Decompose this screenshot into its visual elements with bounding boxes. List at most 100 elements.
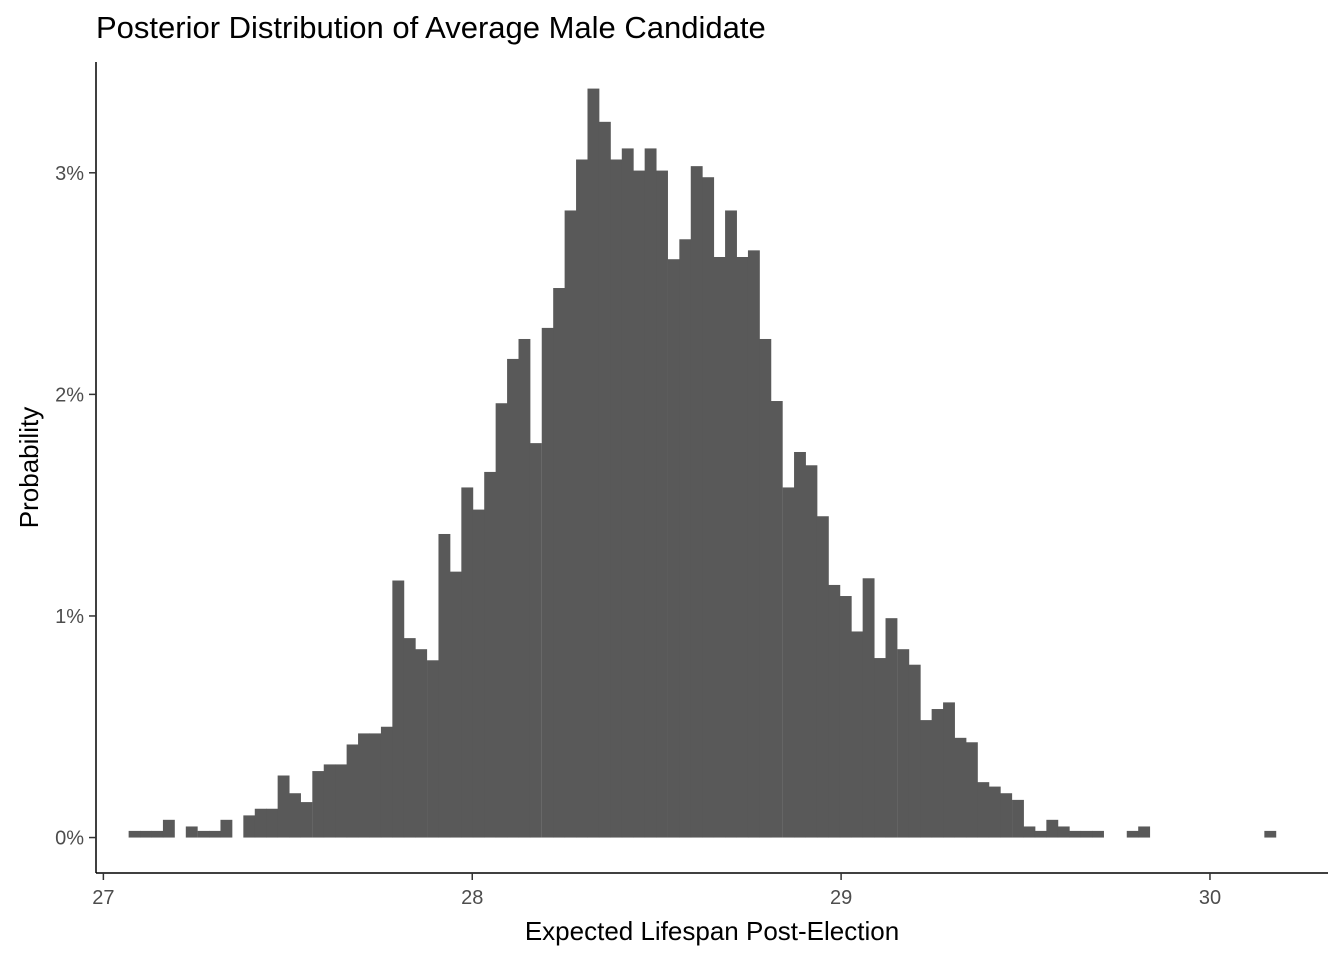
y-tick-label: 0%: [55, 828, 84, 850]
histogram-bar: [576, 159, 588, 838]
histogram-bar: [266, 808, 279, 838]
histogram-bar: [369, 733, 382, 838]
histogram-bar: [954, 737, 967, 838]
y-ticks: 0% 1% 2% 3%: [55, 163, 96, 850]
histogram-bar: [1080, 830, 1093, 838]
histogram-bar: [587, 88, 600, 838]
histogram-bar: [392, 580, 405, 838]
histogram-bar: [427, 660, 439, 838]
histogram-bar: [747, 250, 760, 838]
histogram-bar: [1046, 819, 1059, 838]
histogram-bar: [1092, 830, 1104, 838]
histogram-bar: [805, 465, 818, 838]
histogram-bar: [553, 288, 566, 838]
chart-title: Posterior Distribution of Average Male C…: [96, 10, 766, 45]
histogram-bar: [610, 159, 623, 838]
histogram-bar: [1034, 830, 1047, 838]
histogram-bar: [461, 487, 474, 838]
histogram-bar: [484, 471, 497, 838]
histogram-bar: [472, 509, 485, 838]
histogram-bar: [162, 819, 175, 838]
histogram-bar: [690, 166, 703, 838]
histogram-bar: [209, 830, 221, 838]
histogram-bar: [725, 210, 737, 838]
histogram-bar: [736, 256, 749, 838]
histogram-bar: [1138, 826, 1151, 838]
histogram-bar: [943, 702, 955, 838]
histogram-bar: [254, 808, 267, 838]
histogram-bar: [541, 327, 554, 838]
histogram-bar: [885, 618, 898, 838]
histogram-bar: [128, 830, 141, 838]
histogram-bar: [289, 793, 301, 838]
histogram-bar: [495, 403, 508, 838]
histogram-bar: [197, 830, 210, 838]
histogram-bar: [438, 533, 451, 838]
histogram-bar: [140, 830, 152, 838]
histogram-bar: [300, 802, 313, 838]
histogram-bar: [667, 259, 680, 838]
histogram-bar: [931, 709, 944, 838]
x-tick-label: 30: [1199, 887, 1221, 909]
histogram-bar: [564, 210, 577, 838]
histogram-bar: [828, 584, 841, 838]
histogram-bar: [518, 338, 531, 838]
histogram-bar: [449, 571, 462, 838]
histogram-bar: [220, 819, 233, 838]
histogram-bar: [380, 726, 393, 838]
histogram-bar: [965, 742, 978, 838]
histogram-bar: [346, 744, 359, 838]
histogram-bar: [851, 631, 864, 838]
histogram-bar: [1264, 830, 1277, 838]
histogram-bar: [185, 826, 198, 838]
y-axis-title: Probability: [14, 407, 44, 528]
histogram-bar: [1126, 830, 1139, 838]
x-tick-label: 29: [830, 887, 852, 909]
histogram-bar: [243, 815, 256, 838]
histogram-bar: [335, 764, 348, 838]
histogram-bar: [816, 516, 829, 838]
histogram-bar: [1069, 830, 1082, 838]
histogram-bar: [358, 733, 370, 838]
histogram-bar: [312, 771, 325, 838]
histogram-bar: [415, 649, 428, 838]
histogram-bar: [656, 170, 668, 838]
histogram-bar: [874, 658, 886, 838]
histogram-bar: [507, 358, 519, 838]
histogram-bar: [529, 443, 542, 838]
histogram-bar: [323, 764, 336, 838]
histogram-bar: [794, 451, 806, 838]
histogram-bar: [988, 786, 1001, 838]
histogram-bar: [759, 338, 772, 838]
histogram-bar: [862, 578, 875, 838]
bars-layer: [128, 88, 1277, 838]
histogram-bar: [403, 638, 416, 838]
histogram-bar: [679, 239, 692, 838]
histogram-bar: [713, 256, 726, 838]
histogram-bar: [782, 487, 795, 838]
histogram-bar: [977, 782, 990, 838]
histogram-bar: [598, 121, 611, 838]
x-tick-label: 28: [461, 887, 483, 909]
histogram-bar: [1023, 826, 1036, 838]
histogram-bar: [621, 148, 634, 838]
histogram-bar: [1057, 826, 1070, 838]
histogram-bar: [151, 830, 164, 838]
histogram-bar: [839, 596, 852, 838]
y-tick-label: 3%: [55, 163, 84, 185]
histogram-bar: [702, 177, 715, 838]
histogram-bar: [897, 649, 910, 838]
x-ticks: 27 28 29 30: [92, 873, 1221, 909]
y-tick-label: 1%: [55, 606, 84, 628]
x-axis-title: Expected Lifespan Post-Election: [525, 916, 899, 946]
histogram-bar: [633, 170, 646, 838]
histogram-bar: [920, 720, 933, 838]
histogram-bar: [644, 148, 657, 838]
histogram-bar: [908, 664, 921, 838]
histogram-bar: [770, 401, 783, 838]
histogram-bar: [1000, 793, 1013, 838]
x-tick-label: 27: [92, 887, 114, 909]
histogram-bar: [1012, 799, 1024, 838]
y-tick-label: 2%: [55, 384, 84, 406]
